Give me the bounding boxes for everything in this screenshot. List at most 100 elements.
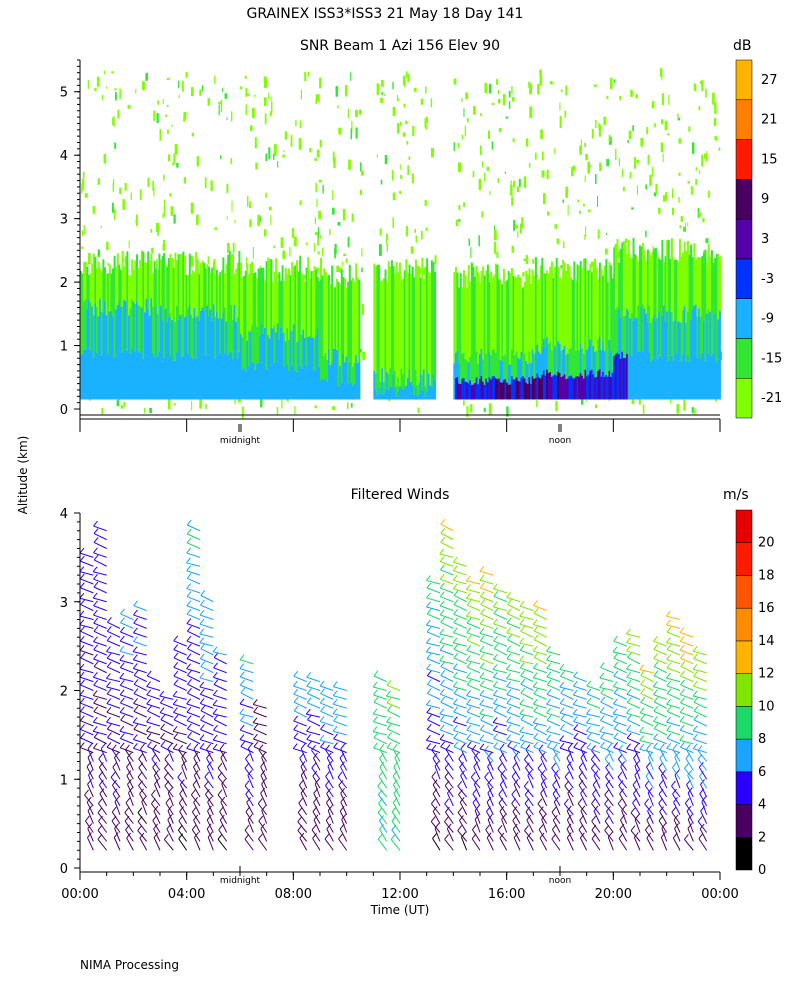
wind-barb-flag (186, 557, 191, 564)
wind-barb (470, 776, 481, 789)
snr-cell (458, 383, 461, 400)
wind-barb-flag (444, 816, 449, 823)
wind-barb (120, 738, 134, 745)
snr-cell (80, 311, 82, 356)
wind-barb (466, 615, 481, 620)
snr-cell (400, 386, 403, 400)
snr-cell (554, 266, 557, 347)
snr-cell (392, 82, 394, 90)
wind-barb (160, 702, 174, 709)
snr-cell (272, 364, 274, 400)
wind-barb (487, 766, 494, 780)
wind-barb (200, 719, 214, 727)
wind-barb (687, 819, 694, 833)
wind-barb-flag (119, 733, 125, 739)
snr-cell (208, 266, 210, 317)
wind-barb (632, 802, 641, 816)
wind-barb (473, 784, 481, 798)
wind-barb-flag (487, 761, 492, 767)
snr-cell (713, 102, 717, 106)
snr-cell (479, 145, 482, 156)
wind-barb (687, 792, 694, 807)
snr-cell (400, 368, 403, 387)
wind-barb (578, 829, 588, 842)
snr-cell (233, 351, 236, 400)
snr-cell (204, 356, 207, 400)
wind-barb (487, 757, 494, 771)
wind-barb (79, 624, 94, 629)
snr-cell (382, 394, 385, 400)
snr-cell (677, 360, 680, 400)
snr-cell (163, 207, 166, 210)
snr-cell (379, 393, 382, 400)
snr-cell (265, 261, 268, 337)
snr-cell (386, 243, 389, 252)
wind-barb-flag (124, 807, 130, 813)
wind-barb-flag (472, 797, 478, 803)
snr-cell (494, 378, 497, 400)
snr-cell (243, 275, 246, 334)
snr-cell (220, 318, 223, 360)
wind-barb-flag (132, 717, 138, 723)
wind-barb-flag (586, 688, 592, 695)
wind-barb (98, 758, 108, 771)
snr-cell (672, 321, 675, 361)
wind-barb (431, 776, 441, 789)
snr-cell (344, 362, 346, 384)
snr-cell (627, 139, 629, 144)
snr-cell (676, 404, 680, 414)
wind-barb (306, 685, 321, 691)
wind-barb-flag (119, 742, 125, 749)
snr-cell (245, 88, 248, 97)
snr-cell (518, 178, 521, 188)
wind-barb (534, 656, 547, 665)
wind-barb-flag (425, 646, 431, 653)
wind-barb (199, 686, 214, 691)
wind-barb-flag (564, 771, 570, 778)
snr-cell (662, 305, 665, 353)
snr-colorbar-label: 21 (761, 113, 778, 128)
wind-barb (311, 829, 321, 842)
wind-barb-flag (119, 645, 125, 652)
wind-barb (567, 792, 574, 807)
snr-cell (698, 257, 701, 309)
snr-cell (137, 268, 140, 306)
wind-barb (244, 829, 254, 842)
snr-cell (547, 273, 550, 344)
snr-cell (525, 361, 528, 383)
wind-barb-flag (680, 661, 686, 667)
wind-barb-flag (666, 662, 672, 669)
snr-cell (188, 305, 191, 353)
wind-barb (240, 720, 254, 727)
snr-cell (251, 261, 254, 325)
wind-barb-flag (306, 671, 312, 678)
snr-cell (494, 241, 497, 254)
wind-barb (627, 702, 641, 709)
wind-barb-flag (519, 698, 525, 705)
wind-barb-flag (666, 626, 672, 633)
snr-cell (426, 378, 429, 393)
wind-barb (693, 701, 707, 709)
wind-barb-flag (479, 653, 485, 659)
wind-barb (507, 639, 521, 647)
snr-cell (214, 227, 218, 230)
snr-cell (338, 127, 342, 135)
wind-barb (79, 649, 94, 656)
wind-barb-flag (647, 805, 652, 812)
wind-barb-flag (191, 806, 197, 813)
snr-cell (155, 306, 158, 353)
snr-cell (482, 266, 485, 360)
snr-cell (621, 242, 624, 305)
snr-cell (162, 213, 164, 219)
wind-barb (519, 731, 534, 736)
snr-cell (134, 351, 137, 400)
snr-cell (529, 83, 533, 95)
wind-barb-flag (453, 706, 459, 713)
snr-cell (226, 117, 228, 120)
snr-cell (581, 348, 584, 376)
wind-barb (453, 676, 467, 683)
wind-barb (698, 838, 708, 851)
wind-barb (645, 775, 654, 789)
snr-cell (587, 161, 591, 174)
wind-barb-flag (306, 697, 312, 703)
